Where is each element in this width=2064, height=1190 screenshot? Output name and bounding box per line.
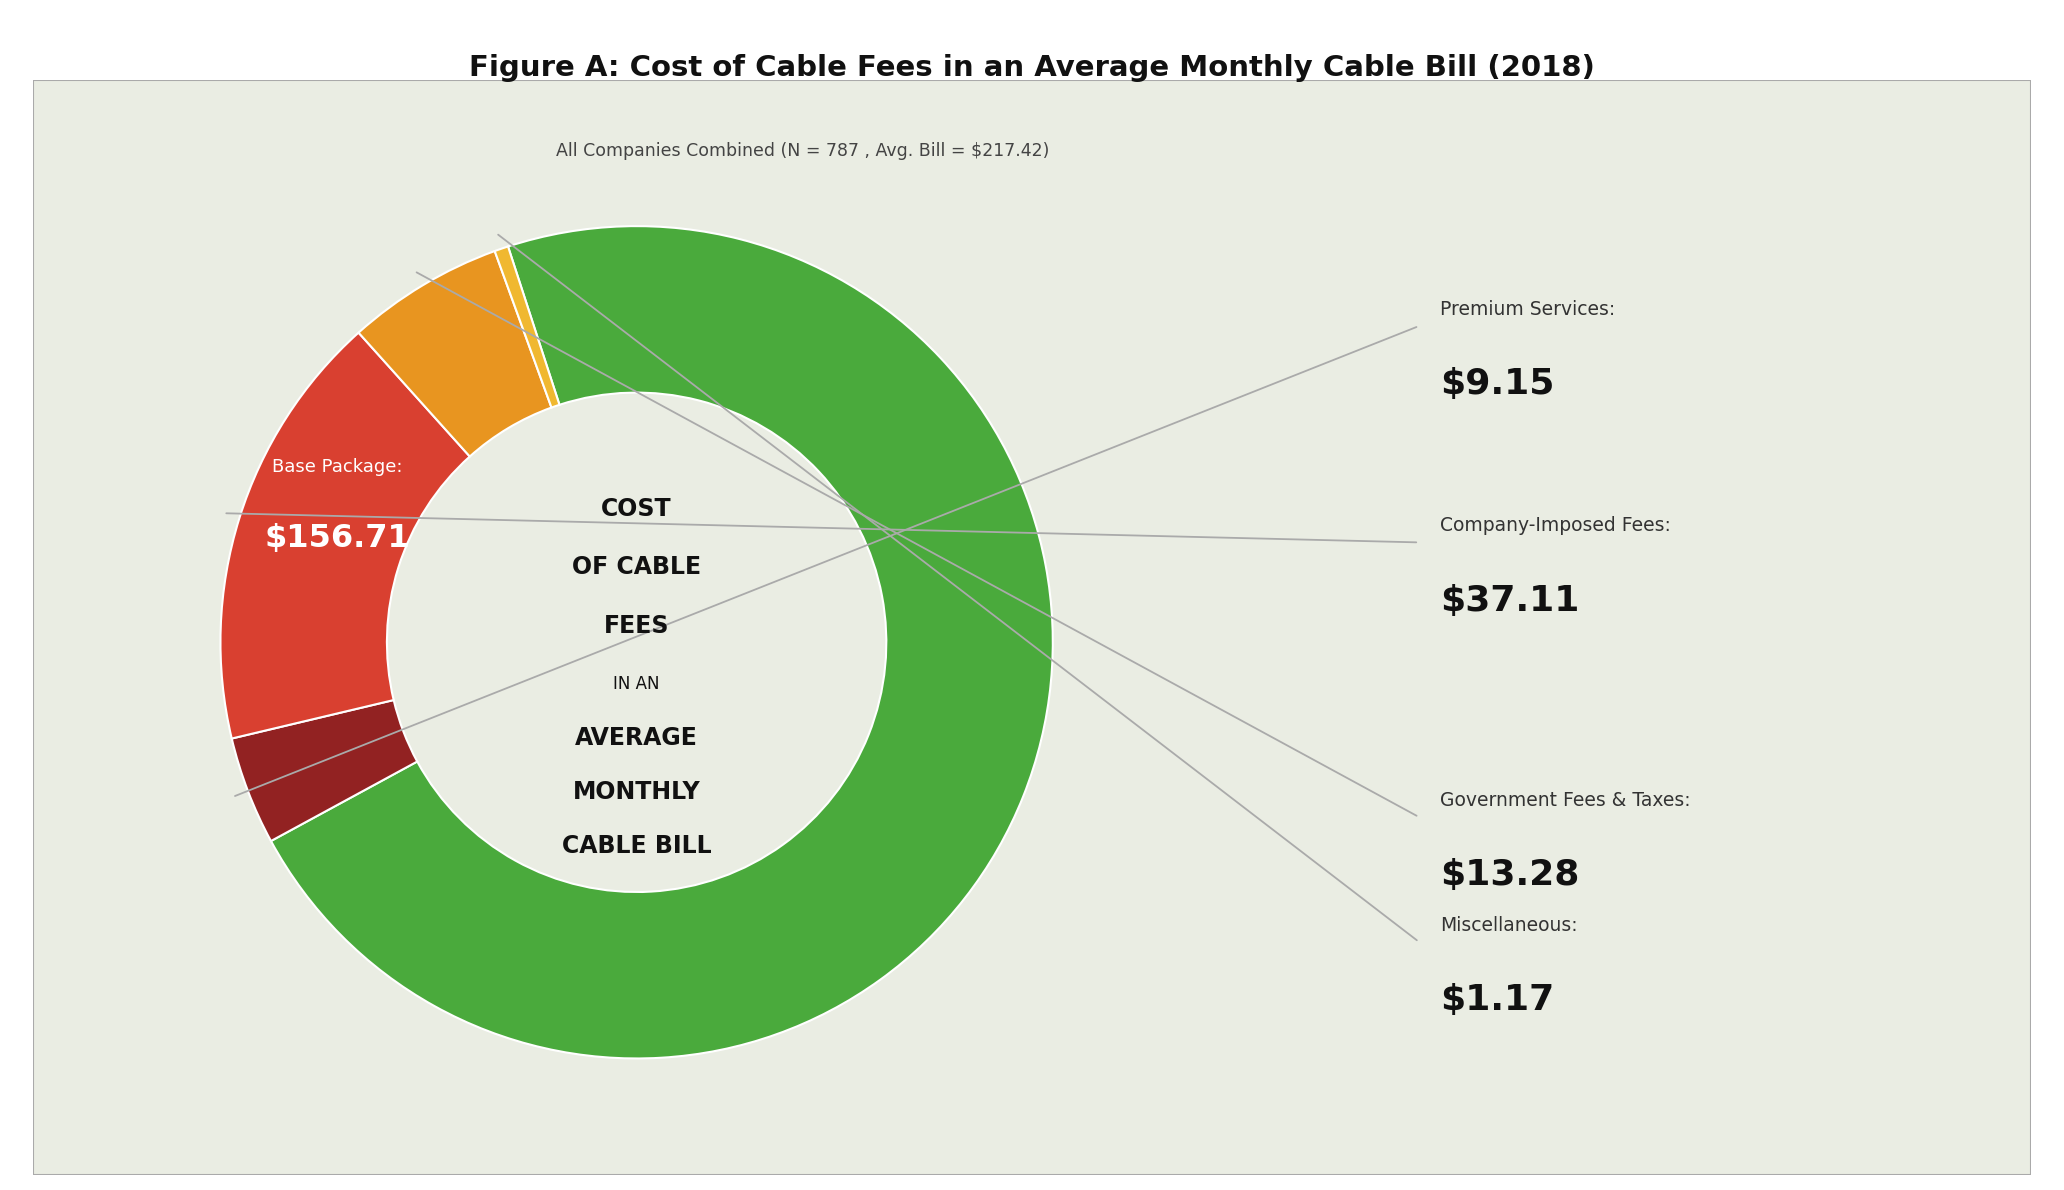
- Text: Miscellaneous:: Miscellaneous:: [1441, 916, 1577, 935]
- Text: Government Fees & Taxes:: Government Fees & Taxes:: [1441, 791, 1690, 810]
- Text: Company-Imposed Fees:: Company-Imposed Fees:: [1441, 516, 1670, 536]
- Text: FEES: FEES: [605, 614, 669, 638]
- Wedge shape: [221, 333, 471, 739]
- Text: MONTHLY: MONTHLY: [572, 781, 700, 804]
- Text: $37.11: $37.11: [1441, 583, 1579, 618]
- Text: Base Package:: Base Package:: [272, 458, 402, 476]
- Text: COST: COST: [601, 497, 673, 521]
- Wedge shape: [231, 700, 417, 841]
- Wedge shape: [495, 246, 559, 407]
- Wedge shape: [359, 251, 551, 457]
- FancyBboxPatch shape: [33, 81, 2031, 1175]
- Text: OF CABLE: OF CABLE: [572, 556, 702, 580]
- Text: AVERAGE: AVERAGE: [576, 726, 698, 750]
- Circle shape: [390, 396, 881, 888]
- Text: $13.28: $13.28: [1441, 858, 1579, 892]
- Text: IN AN: IN AN: [613, 675, 660, 693]
- Text: Figure A: Cost of Cable Fees in an Average Monthly Cable Bill (2018): Figure A: Cost of Cable Fees in an Avera…: [469, 54, 1595, 82]
- Text: Premium Services:: Premium Services:: [1441, 300, 1616, 319]
- Text: $156.71: $156.71: [264, 522, 411, 553]
- Wedge shape: [270, 226, 1053, 1058]
- Text: $9.15: $9.15: [1441, 368, 1554, 401]
- Text: All Companies Combined (N = 787 , Avg. Bill = $217.42): All Companies Combined (N = 787 , Avg. B…: [557, 142, 1051, 161]
- Text: $1.17: $1.17: [1441, 983, 1554, 1017]
- Text: CABLE BILL: CABLE BILL: [561, 834, 712, 858]
